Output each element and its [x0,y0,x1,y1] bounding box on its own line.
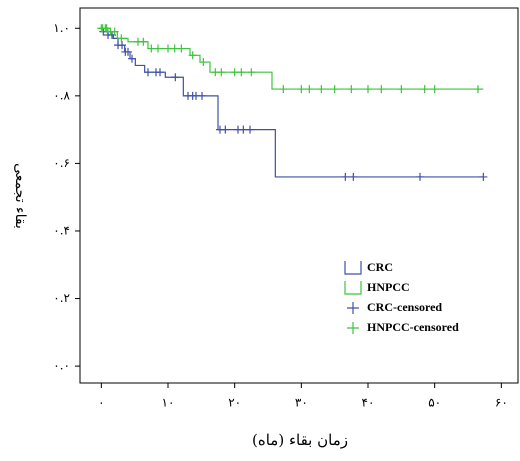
censor-mark [246,125,254,134]
censor-mark [156,68,164,77]
censor-mark [99,27,108,36]
x-tick-label: ۲۰ [228,396,241,410]
censor-mark [221,125,230,134]
censor-mark [474,85,482,94]
censor-mark [199,58,208,67]
x-tick-label: ۴۰ [362,396,375,410]
legend-symbol [347,302,359,314]
censor-mark [341,172,350,181]
legend-label: CRC-censored [367,300,442,314]
censor-mark [102,24,111,33]
censor-mark [239,125,248,134]
plot-frame [79,7,519,384]
y-axis-label: بقاء تجمعی [12,163,28,229]
y-tick-label: ۰.۶ [53,156,70,170]
censor-mark [128,54,136,63]
censor-mark [416,172,424,181]
censor-mark [430,85,439,94]
censor-mark [420,85,429,94]
censor-mark [479,172,488,181]
censor-mark [188,51,197,60]
censor-mark [144,68,152,77]
censor-mark [364,85,372,94]
censor-mark [347,85,356,94]
legend-symbol [347,322,359,334]
censor-mark [317,85,326,94]
censor-mark [349,172,358,181]
censor-mark [377,85,386,94]
legend-symbol [344,281,362,295]
censor-mark [110,27,119,36]
censor-mark [118,41,126,50]
x-tick-label: ۱۰ [162,396,175,410]
survival-curve [101,27,484,90]
y-tick-label: ۰.۰ [53,359,70,373]
y-tick-label: ۱.۰ [53,21,70,35]
censor-mark [171,73,180,82]
censor-mark [247,68,256,77]
censor-mark [198,91,206,100]
censor-mark [117,34,126,43]
legend-label: HNPCC-censored [367,320,459,334]
x-axis-label: زمان بقاء (ماه) [252,431,348,449]
censor-mark [297,85,306,94]
survival-curve [101,27,484,178]
censor-mark [237,68,246,77]
censor-mark [217,68,226,77]
censor-mark [305,85,314,94]
censor-mark [397,85,406,94]
legend-symbol [344,261,362,275]
x-tick-label: ۵۰ [428,396,441,410]
censor-mark [139,37,148,46]
legend-label: HNPCC [367,280,410,294]
censor-mark [330,85,339,94]
censor-mark [154,44,162,53]
x-tick-label: ۳۰ [295,396,308,410]
y-tick-label: ۰.۴ [53,223,70,237]
legend-label: CRC [367,260,393,274]
censor-mark [147,44,156,53]
x-tick-label: ۰ [98,396,104,410]
x-tick-label: ۶۰ [495,396,508,410]
censor-mark [124,47,132,56]
y-tick-label: ۰.۸ [53,88,70,102]
censor-mark [279,85,288,94]
censor-mark [177,44,186,53]
y-tick-label: ۰.۲ [53,291,70,305]
